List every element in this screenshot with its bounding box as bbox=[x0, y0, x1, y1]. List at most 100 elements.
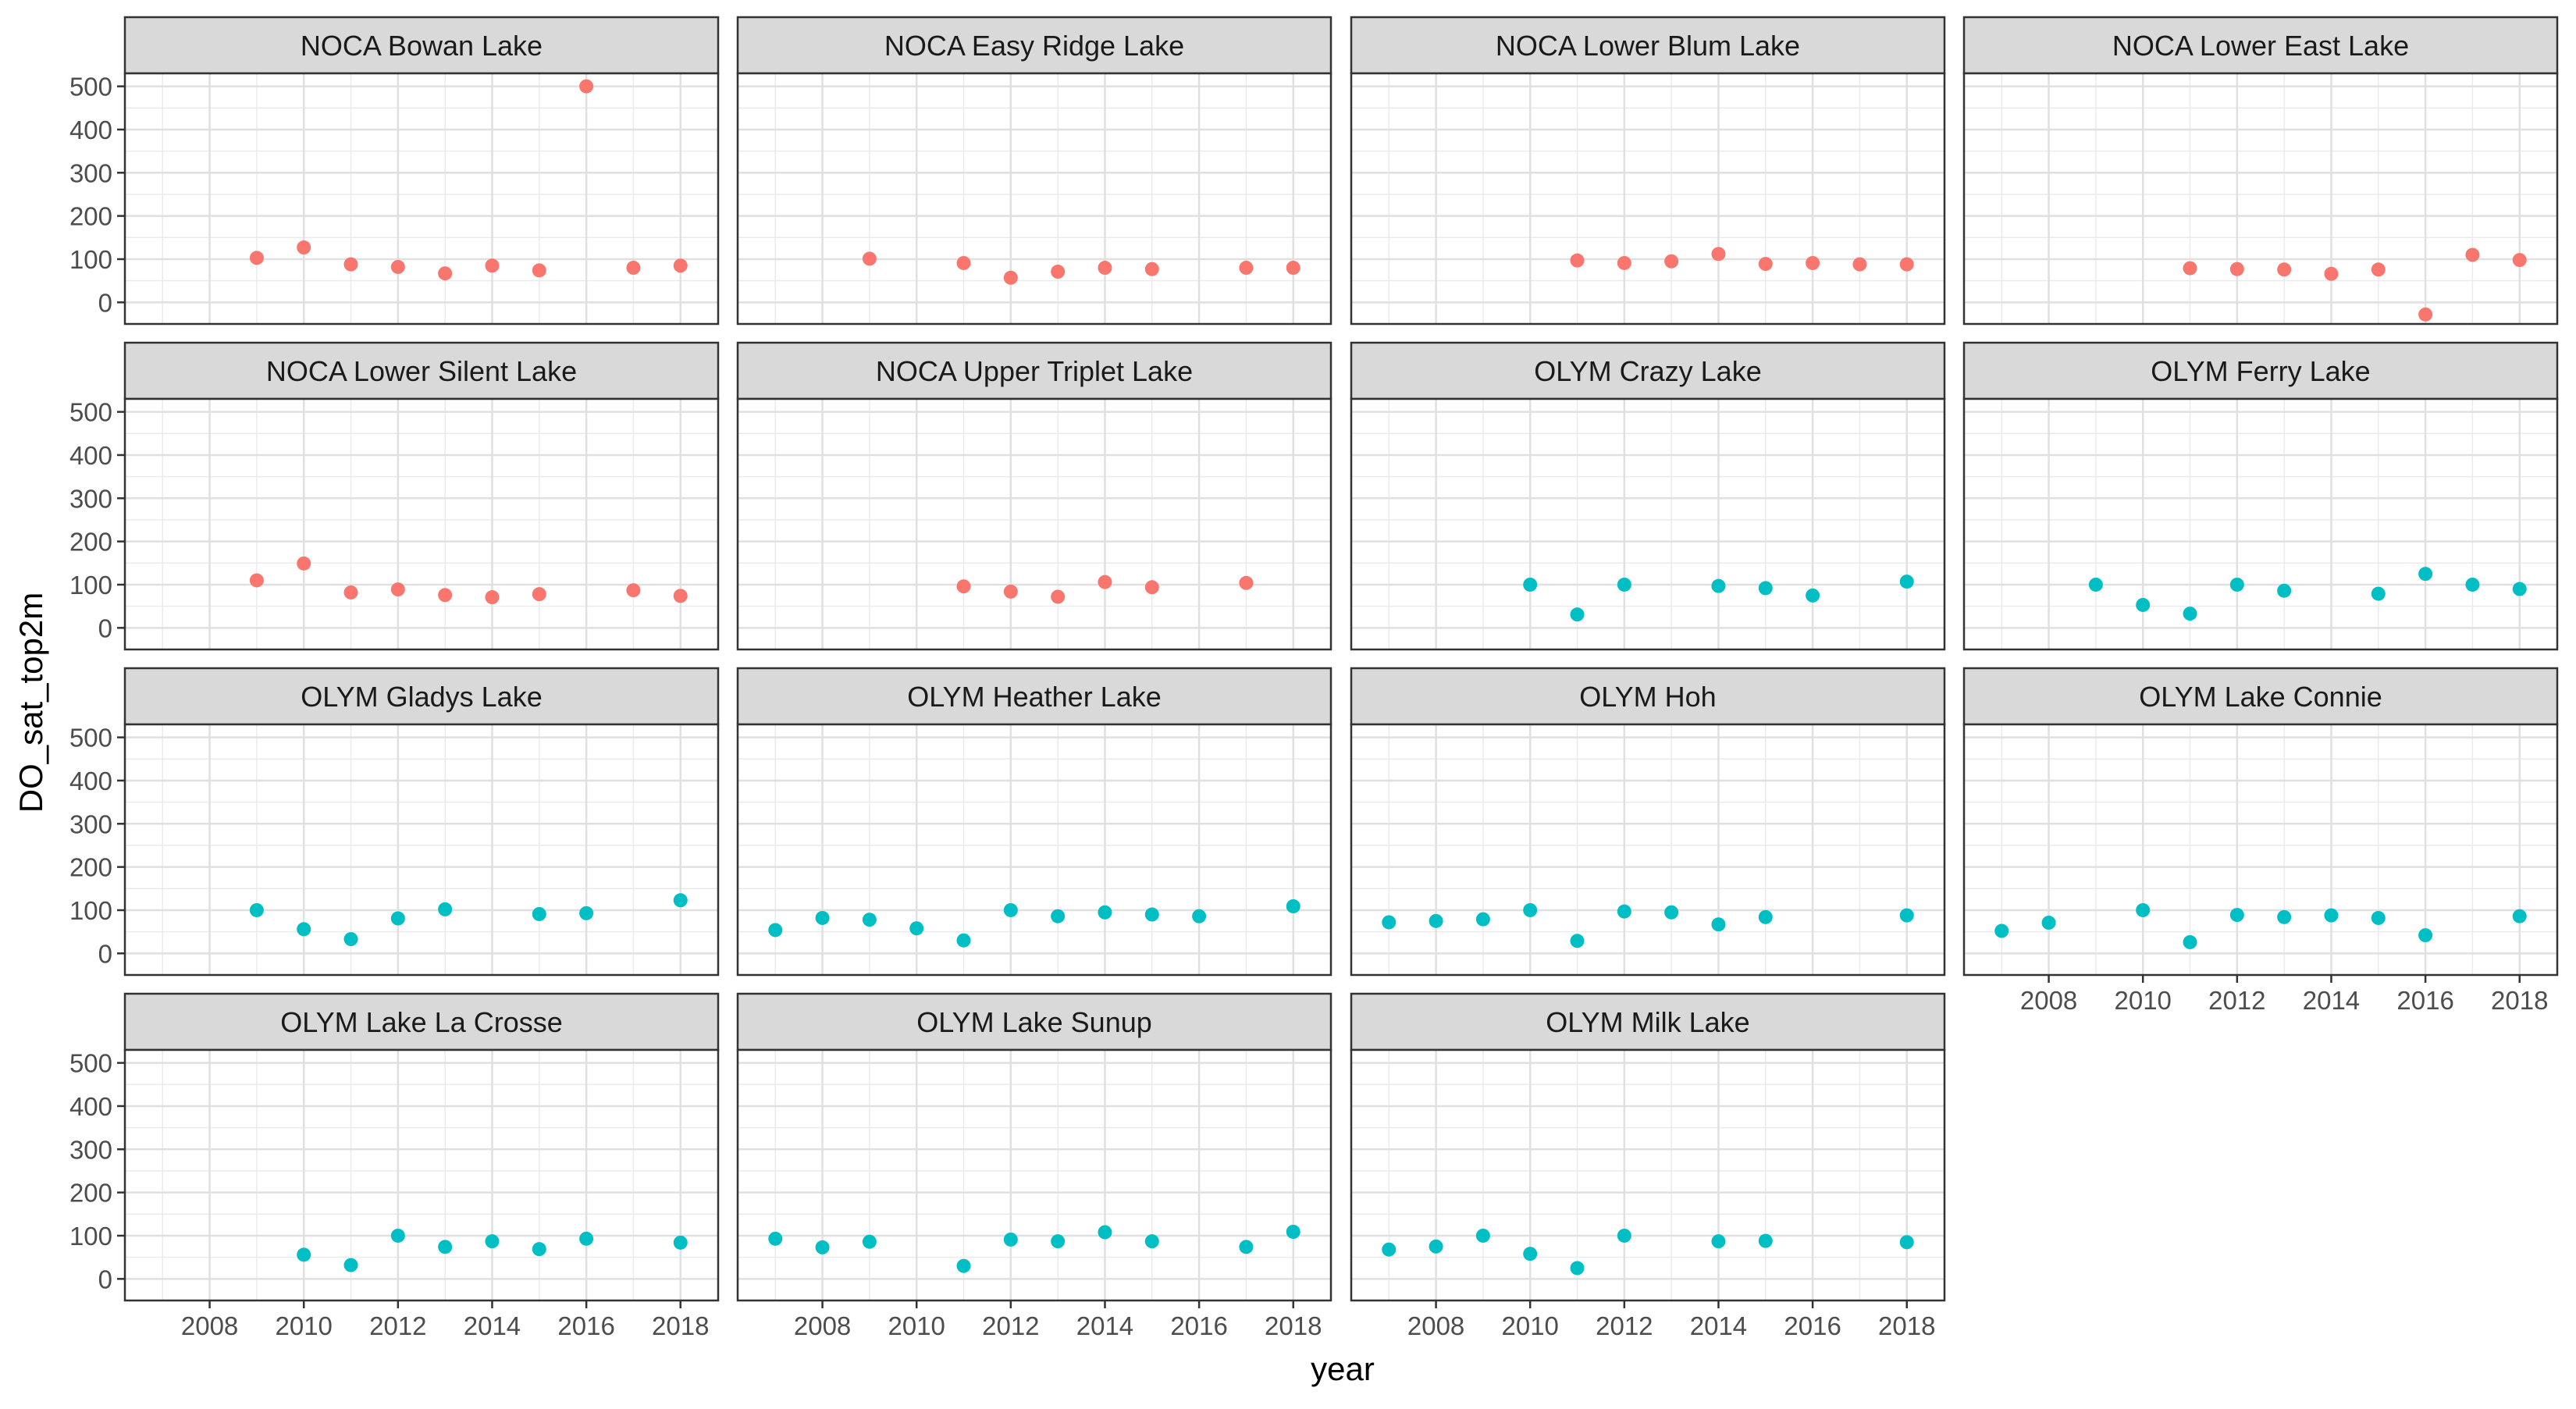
data-point bbox=[1286, 1225, 1300, 1240]
panel-background bbox=[738, 1050, 1331, 1300]
data-point bbox=[1051, 265, 1066, 279]
y-tick-label: 200 bbox=[69, 528, 112, 557]
data-point bbox=[438, 266, 453, 281]
y-tick-label: 0 bbox=[98, 939, 112, 968]
data-point bbox=[626, 583, 641, 598]
x-tick-label: 2010 bbox=[2114, 986, 2171, 1015]
data-point bbox=[390, 259, 405, 274]
facet-panel: OLYM Lake La Crosse 0 100 200 300 400 500 2008 2… bbox=[69, 992, 720, 1340]
x-tick-label: 2008 bbox=[794, 1311, 851, 1340]
data-point bbox=[2324, 908, 2339, 923]
data-point bbox=[1192, 909, 1207, 923]
facet-title: OLYM Milk Lake bbox=[1546, 1006, 1749, 1038]
facet-title: OLYM Heather Lake bbox=[907, 681, 1162, 713]
facet-title: NOCA Easy Ridge Lake bbox=[884, 30, 1184, 62]
data-point bbox=[1286, 261, 1300, 276]
data-point bbox=[673, 1235, 688, 1250]
x-tick-label: 2008 bbox=[2020, 986, 2077, 1015]
y-tick-label: 400 bbox=[69, 116, 112, 144]
y-tick-label: 0 bbox=[98, 288, 112, 317]
panel-background bbox=[1964, 399, 2557, 649]
data-point bbox=[2465, 577, 2480, 592]
data-point bbox=[2277, 583, 2292, 598]
data-point bbox=[2041, 916, 2056, 930]
data-point bbox=[1239, 575, 1254, 590]
data-point bbox=[1899, 908, 1914, 923]
data-point bbox=[249, 251, 264, 265]
data-point bbox=[2088, 577, 2103, 592]
data-point bbox=[2229, 577, 2244, 592]
x-tick-label: 2010 bbox=[888, 1311, 945, 1340]
data-point bbox=[1475, 1228, 1490, 1243]
x-tick-label: 2016 bbox=[557, 1311, 614, 1340]
facet-title: NOCA Upper Triplet Lake bbox=[876, 355, 1193, 387]
facet-strip bbox=[1350, 16, 1946, 75]
data-point bbox=[1664, 905, 1679, 920]
facet-strip bbox=[1350, 341, 1946, 400]
data-point bbox=[1664, 254, 1679, 269]
data-point bbox=[2324, 266, 2339, 281]
data-point bbox=[1899, 257, 1914, 272]
data-point bbox=[438, 588, 453, 603]
panel-background bbox=[1964, 73, 2557, 324]
y-axis-title: DO_sat_top2m bbox=[12, 592, 49, 813]
data-point bbox=[2371, 262, 2386, 277]
data-point bbox=[579, 906, 594, 920]
data-point bbox=[1098, 905, 1112, 920]
data-point bbox=[2512, 253, 2527, 268]
data-point bbox=[2136, 902, 2151, 917]
data-point bbox=[1051, 1234, 1066, 1249]
facet-strip bbox=[1962, 16, 2559, 75]
x-tick-label: 2012 bbox=[982, 1311, 1039, 1340]
data-point bbox=[297, 1247, 311, 1262]
x-tick-label: 2014 bbox=[464, 1311, 521, 1340]
data-point bbox=[1617, 904, 1631, 919]
panel-border bbox=[736, 1048, 1332, 1302]
data-point bbox=[956, 255, 971, 270]
data-point bbox=[1382, 1242, 1397, 1257]
data-point bbox=[2183, 934, 2197, 949]
data-point bbox=[1429, 913, 1443, 928]
panel-border bbox=[1962, 72, 2559, 326]
panel-border bbox=[1350, 723, 1946, 977]
panel-border bbox=[123, 723, 720, 977]
data-point bbox=[1475, 912, 1490, 927]
y-tick-label: 400 bbox=[69, 1092, 112, 1121]
facet-panel: NOCA Bowan Lake 0 100 200 300 400 500 bbox=[69, 16, 720, 326]
x-tick-label: 2018 bbox=[2491, 986, 2548, 1015]
data-point bbox=[1098, 1225, 1112, 1240]
facet-title: OLYM Lake Sunup bbox=[916, 1006, 1152, 1038]
data-point bbox=[1286, 899, 1300, 914]
data-point bbox=[2371, 586, 2386, 601]
panel-background bbox=[1351, 724, 1944, 975]
panel-background bbox=[738, 724, 1331, 975]
y-tick-label: 500 bbox=[69, 398, 112, 427]
data-point bbox=[532, 1242, 546, 1257]
facet-panel: OLYM Lake Sunup 2008 2010 2012 2014 2016 2018 bbox=[736, 992, 1332, 1340]
panel-background bbox=[125, 1050, 718, 1300]
panel-background bbox=[125, 724, 718, 975]
x-tick-label: 2010 bbox=[275, 1311, 332, 1340]
facet-title: OLYM Crazy Lake bbox=[1534, 355, 1761, 387]
facet-panel: NOCA Upper Triplet Lake bbox=[736, 341, 1332, 651]
facet-panel: OLYM Milk Lake 2008 2010 2012 2014 2016 2018 bbox=[1350, 992, 1946, 1340]
y-tick-label: 100 bbox=[69, 245, 112, 274]
data-point bbox=[673, 589, 688, 603]
data-point bbox=[1899, 575, 1914, 589]
data-point bbox=[2418, 567, 2433, 582]
data-point bbox=[485, 1234, 500, 1249]
y-tick-label: 100 bbox=[69, 1222, 112, 1251]
data-point bbox=[343, 257, 358, 272]
data-point bbox=[2183, 261, 2197, 276]
data-point bbox=[1570, 1261, 1585, 1276]
y-tick-label: 500 bbox=[69, 73, 112, 101]
facet-strip bbox=[1350, 992, 1946, 1051]
panel-border bbox=[736, 72, 1332, 326]
facet-panel: OLYM Hoh bbox=[1350, 667, 1946, 977]
data-point bbox=[1617, 577, 1631, 592]
facet-title: OLYM Gladys Lake bbox=[301, 681, 542, 713]
data-point bbox=[1144, 907, 1159, 922]
data-point bbox=[1003, 270, 1018, 285]
x-tick-label: 2012 bbox=[1596, 1311, 1653, 1340]
